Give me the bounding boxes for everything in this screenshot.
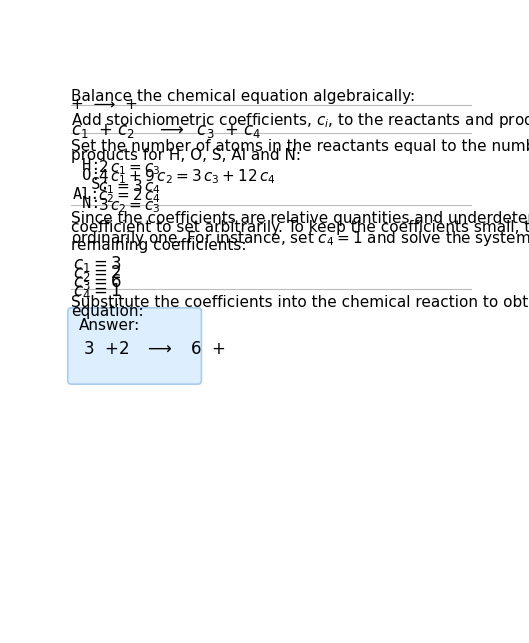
Text: Answer:: Answer: (78, 318, 140, 333)
Text: $4\,c_1 + 9\,c_2 = 3\,c_3 + 12\,c_4$: $4\,c_1 + 9\,c_2 = 3\,c_3 + 12\,c_4$ (98, 168, 276, 186)
Text: $3$  $+2$   $\longrightarrow$   $6$  $+$: $3$ $+2$ $\longrightarrow$ $6$ $+$ (84, 340, 226, 358)
Text: S:: S: (72, 177, 109, 192)
Text: $c_3 = 6$: $c_3 = 6$ (72, 272, 122, 292)
Text: $2\,c_1 = c_3$: $2\,c_1 = c_3$ (98, 158, 161, 177)
Text: Add stoichiometric coefficients, $c_i$, to the reactants and products:: Add stoichiometric coefficients, $c_i$, … (71, 111, 529, 130)
Text: H:: H: (72, 158, 100, 174)
Text: coefficient to set arbitrarily. To keep the coefficients small, the arbitrary va: coefficient to set arbitrarily. To keep … (71, 220, 529, 235)
Text: Al:: Al: (72, 186, 100, 201)
Text: ordinarily one. For instance, set $c_4 = 1$ and solve the system of equations fo: ordinarily one. For instance, set $c_4 =… (71, 229, 529, 248)
Text: $c_2 = 2\,c_4$: $c_2 = 2\,c_4$ (98, 186, 161, 205)
Text: equation:: equation: (71, 304, 144, 320)
Text: Since the coefficients are relative quantities and underdetermined, choose a: Since the coefficients are relative quan… (71, 211, 529, 226)
Text: O:: O: (72, 168, 100, 183)
Text: products for H, O, S, Al and N:: products for H, O, S, Al and N: (71, 148, 301, 163)
Text: $c_1 = 3\,c_4$: $c_1 = 3\,c_4$ (98, 177, 161, 196)
Text: N:: N: (72, 196, 100, 211)
Text: Substitute the coefficients into the chemical reaction to obtain the balanced: Substitute the coefficients into the che… (71, 295, 529, 310)
Text: Set the number of atoms in the reactants equal to the number of atoms in the: Set the number of atoms in the reactants… (71, 138, 529, 154)
FancyBboxPatch shape (68, 308, 202, 384)
Text: $c_1$  $+$ $c_2$    $\longrightarrow$  $c_3$  $+$ $c_4$: $c_1$ $+$ $c_2$ $\longrightarrow$ $c_3$ … (71, 122, 262, 140)
Text: remaining coefficients:: remaining coefficients: (71, 239, 247, 253)
Text: Balance the chemical equation algebraically:: Balance the chemical equation algebraica… (71, 89, 415, 104)
Text: $c_4 = 1$: $c_4 = 1$ (72, 282, 121, 302)
Text: $c_1 = 3$: $c_1 = 3$ (72, 254, 121, 274)
Text: $3\,c_2 = c_3$: $3\,c_2 = c_3$ (98, 196, 161, 215)
Text: $c_2 = 2$: $c_2 = 2$ (72, 263, 121, 283)
Text: +  ⟶  +: + ⟶ + (71, 97, 138, 112)
